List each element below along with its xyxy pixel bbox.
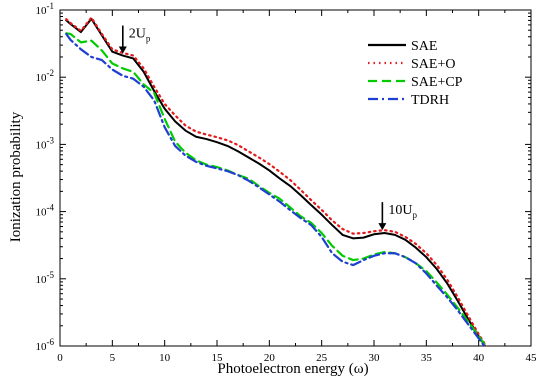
- series-line-sae-cp: [65, 32, 488, 346]
- x-tick-label: 30: [369, 352, 381, 364]
- legend-label-tdrh: TDRH: [411, 93, 449, 108]
- 2up-annotation-label: 2Up: [129, 27, 151, 44]
- x-tick-label: 40: [473, 352, 485, 364]
- 2up-annotation-arrow-head: [118, 46, 127, 54]
- x-axis-label: Photoelectron energy (ω): [217, 361, 368, 377]
- series-line-tdrh: [65, 32, 486, 346]
- x-tick-label: 0: [57, 352, 63, 364]
- y-tick-label: 10-2: [36, 68, 55, 84]
- x-tick-label: 25: [316, 352, 328, 364]
- 10up-annotation-label: 10Up: [388, 203, 417, 220]
- legend-label-sae-cp: SAE+CP: [411, 75, 463, 90]
- y-axis-label: Ionization probability: [8, 111, 24, 242]
- 10up-annotation-arrow-head: [378, 223, 387, 231]
- y-tick-label: 10-4: [36, 203, 55, 219]
- x-tick-label: 15: [212, 352, 224, 364]
- legend-label-sae-o: SAE+O: [411, 57, 455, 72]
- legend-label-sae: SAE: [411, 39, 437, 54]
- plot-frame: [59, 9, 532, 347]
- y-tick-label: 10-5: [36, 270, 55, 286]
- x-tick-label: 45: [526, 352, 538, 364]
- x-tick-label: 10: [159, 352, 171, 364]
- x-tick-label: 35: [421, 352, 433, 364]
- series-line-sae: [65, 17, 487, 346]
- x-tick-label: 5: [110, 352, 116, 364]
- series-line-sae-o: [65, 16, 488, 346]
- y-tick-label: 10-6: [36, 337, 55, 353]
- y-tick-label: 10-1: [36, 1, 55, 17]
- x-tick-label: 20: [264, 352, 276, 364]
- y-tick-label: 10-3: [36, 135, 55, 151]
